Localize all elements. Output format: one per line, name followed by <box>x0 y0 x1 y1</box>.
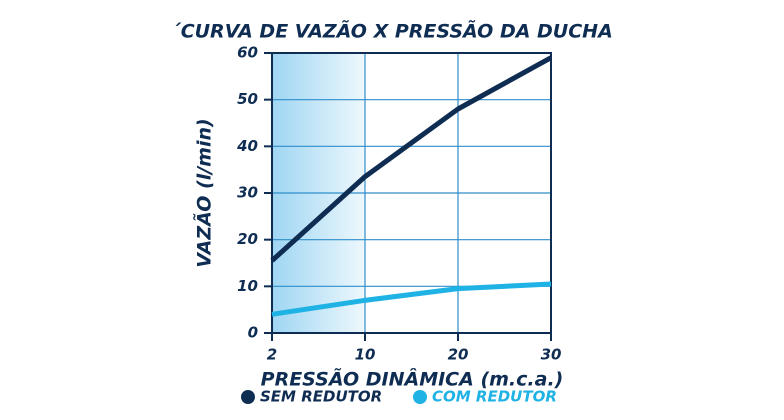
legend-label: COM REDUTOR <box>432 388 557 406</box>
y-tick-label: 0 <box>248 324 258 342</box>
x-tick-label: 30 <box>541 346 562 364</box>
series-line <box>270 55 553 263</box>
y-tick-label: 60 <box>237 44 258 62</box>
legend-marker <box>241 390 255 404</box>
x-tick-label: 2 <box>267 346 277 364</box>
series-line <box>271 281 552 317</box>
y-tick-label: 30 <box>237 184 258 202</box>
y-tick-label: 20 <box>237 230 258 248</box>
chart-title: ´CURVA DE VAZÃO X PRESSÃO DA DUCHA <box>171 19 613 43</box>
legend-label: SEM REDUTOR <box>260 388 382 406</box>
y-axis-label: VAZÃO (l/min) <box>192 118 216 267</box>
x-tick-label: 10 <box>355 346 376 364</box>
y-tick-label: 10 <box>237 277 258 295</box>
x-tick-label: 20 <box>448 346 469 364</box>
y-tick-label: 50 <box>237 90 258 108</box>
y-tick-label: 40 <box>236 137 258 155</box>
legend-marker <box>413 390 427 404</box>
x-axis-label: PRESSÃO DINÂMICA (m.c.a.) <box>261 367 564 391</box>
plot-frame <box>271 52 552 334</box>
